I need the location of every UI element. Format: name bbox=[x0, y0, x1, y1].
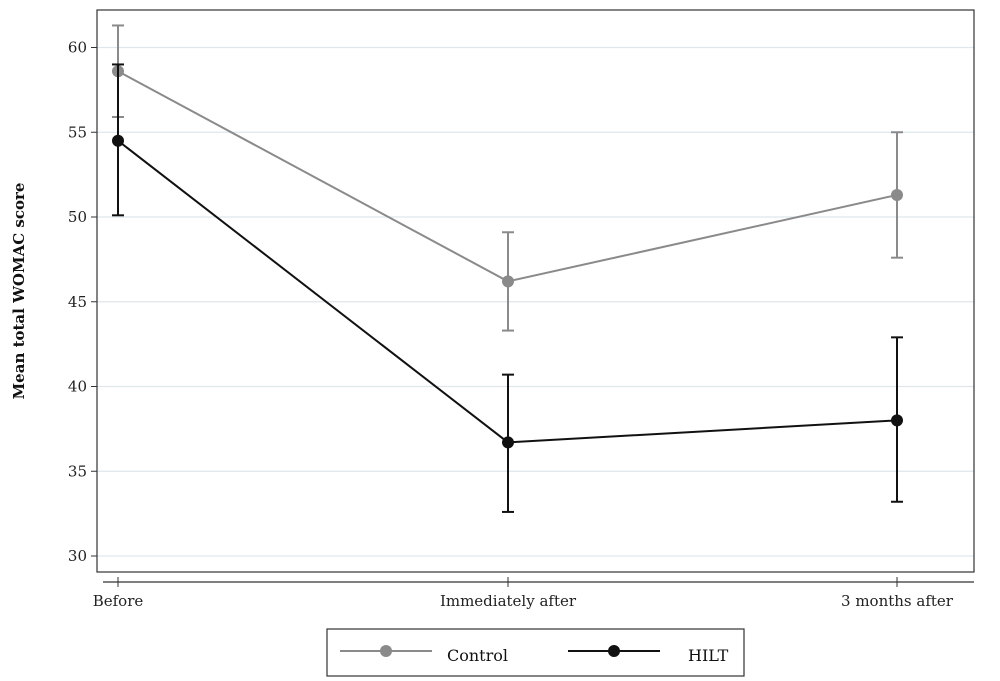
legend: Control HILT bbox=[326, 628, 745, 677]
y-tick-label: 55 bbox=[68, 123, 87, 141]
y-tick-label: 50 bbox=[68, 208, 87, 226]
data-point-control bbox=[891, 188, 903, 201]
x-tick-label: Immediately after bbox=[440, 592, 577, 610]
legend-box bbox=[326, 628, 745, 677]
data-point-control bbox=[502, 275, 514, 288]
data-point-hilt bbox=[502, 436, 514, 449]
x-tick-label: 3 months after bbox=[841, 592, 954, 610]
series-layer bbox=[112, 24, 903, 513]
legend-label: HILT bbox=[688, 646, 729, 665]
legend-swatch-marker bbox=[608, 645, 620, 657]
plot-frame bbox=[96, 9, 975, 573]
legend-label: Control bbox=[447, 646, 508, 665]
y-tick-label: 45 bbox=[68, 293, 87, 311]
y-axis-label: Mean total WOMAC score bbox=[10, 183, 28, 400]
y-tick-label: 30 bbox=[68, 547, 87, 565]
data-point-hilt bbox=[112, 134, 124, 147]
legend-swatch-marker bbox=[380, 645, 392, 657]
axis-layer: 30 35 40 45 50 55 60 Before Immediately after 3 m… bbox=[68, 39, 974, 610]
data-point-hilt bbox=[891, 414, 903, 427]
y-tick-label: 60 bbox=[68, 39, 87, 57]
y-tick-label: 35 bbox=[68, 462, 87, 480]
x-tick-label: Before bbox=[93, 592, 144, 610]
grid-layer bbox=[97, 46, 974, 557]
y-tick-label: 40 bbox=[68, 378, 87, 396]
legend-items: Control HILT bbox=[340, 645, 729, 665]
